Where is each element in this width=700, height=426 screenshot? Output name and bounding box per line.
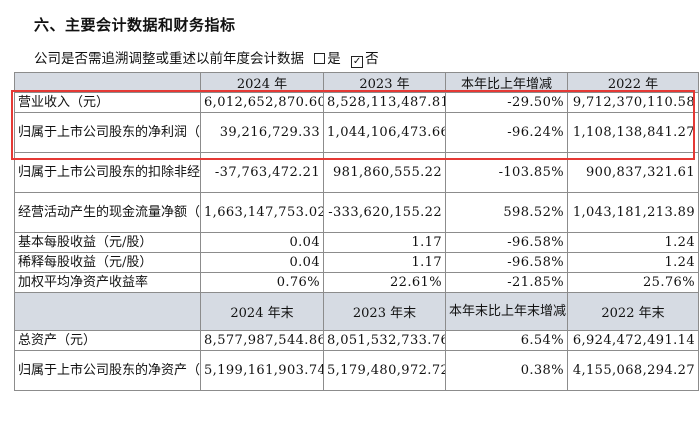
table-row: 营业收入（元） 6,012,652,870.60 8,528,113,487.8…: [14, 92, 699, 113]
header-cell: [14, 72, 201, 93]
value-cell: -37,763,472.21: [200, 152, 324, 193]
header-cell: 本年末比上年末增减: [445, 292, 568, 331]
table-header-row: 2024 年 2023 年 本年比上年增减 2022 年: [14, 72, 699, 93]
restatement-question: 公司是否需追溯调整或重述以前年度会计数据 是 ✓ 否: [34, 47, 379, 68]
row-label: 稀释每股收益（元/股）: [14, 252, 201, 273]
header-cell: [14, 292, 201, 331]
row-label: 经营活动产生的现金流量净额（元）: [14, 192, 201, 233]
header-cell: 2023 年末: [323, 292, 446, 331]
checkbox-unchecked-icon: [314, 53, 326, 64]
value-cell: 0.76%: [200, 272, 324, 293]
option-yes-label: 是: [327, 51, 341, 67]
value-cell: 1,663,147,753.02: [200, 192, 324, 233]
row-label: 总资产（元）: [14, 330, 201, 351]
question-text: 公司是否需追溯调整或重述以前年度会计数据: [34, 51, 304, 67]
value-cell: 1.24: [567, 232, 699, 253]
change-cell: -21.85%: [445, 272, 568, 293]
value-cell: 22.61%: [323, 272, 446, 293]
value-cell: 6,012,652,870.60: [200, 92, 324, 113]
value-cell: 5,199,161,903.74: [200, 350, 324, 391]
value-cell: 0.04: [200, 232, 324, 253]
value-cell: 1,108,138,841.27: [567, 112, 699, 153]
row-label: 基本每股收益（元/股）: [14, 232, 201, 253]
change-cell: -96.58%: [445, 232, 568, 253]
table-row: 经营活动产生的现金流量净额（元） 1,663,147,753.02 -333,6…: [14, 192, 699, 233]
value-cell: 6,924,472,491.14: [567, 330, 699, 351]
table-row: 加权平均净资产收益率 0.76% 22.61% -21.85% 25.76%: [14, 272, 699, 293]
header-cell: 本年比上年增减: [445, 72, 568, 93]
header-cell: 2024 年: [200, 72, 324, 93]
value-cell: 1.24: [567, 252, 699, 273]
row-label: 营业收入（元）: [14, 92, 201, 113]
value-cell: 1,043,181,213.89: [567, 192, 699, 233]
table-row: 归属于上市公司股东的扣除非经常性损益的净利润（元） -37,763,472.21…: [14, 152, 699, 193]
value-cell: 8,528,113,487.81: [323, 92, 446, 113]
value-cell: 1.17: [323, 252, 446, 273]
header-cell: 2024 年末: [200, 292, 324, 331]
option-no-label: 否: [365, 51, 379, 67]
value-cell: 25.76%: [567, 272, 699, 293]
financial-data-table: 2024 年 2023 年 本年比上年增减 2022 年 营业收入（元） 6,0…: [14, 72, 699, 391]
value-cell: 4,155,068,294.27: [567, 350, 699, 391]
table-row: 基本每股收益（元/股） 0.04 1.17 -96.58% 1.24: [14, 232, 699, 253]
value-cell: -333,620,155.22: [323, 192, 446, 233]
row-label: 加权平均净资产收益率: [14, 272, 201, 293]
value-cell: 900,837,321.61: [567, 152, 699, 193]
table-header-row: 2024 年末 2023 年末 本年末比上年末增减 2022 年末: [14, 292, 699, 331]
value-cell: 5,179,480,972.72: [323, 350, 446, 391]
value-cell: 9,712,370,110.58: [567, 92, 699, 113]
header-cell: 2022 年: [567, 72, 699, 93]
value-cell: 1,044,106,473.66: [323, 112, 446, 153]
table-row: 归属于上市公司股东的净资产（元） 5,199,161,903.74 5,179,…: [14, 350, 699, 391]
header-cell: 2023 年: [323, 72, 446, 93]
row-label: 归属于上市公司股东的净利润（元）: [14, 112, 201, 153]
row-label: 归属于上市公司股东的扣除非经常性损益的净利润（元）: [14, 152, 201, 193]
value-cell: 981,860,555.22: [323, 152, 446, 193]
table-row: 归属于上市公司股东的净利润（元） 39,216,729.33 1,044,106…: [14, 112, 699, 153]
change-cell: -29.50%: [445, 92, 568, 113]
table-row: 总资产（元） 8,577,987,544.86 8,051,532,733.76…: [14, 330, 699, 351]
value-cell: 39,216,729.33: [200, 112, 324, 153]
change-cell: -96.58%: [445, 252, 568, 273]
change-cell: 6.54%: [445, 330, 568, 351]
change-cell: -96.24%: [445, 112, 568, 153]
table-row: 稀释每股收益（元/股） 0.04 1.17 -96.58% 1.24: [14, 252, 699, 273]
header-cell: 2022 年末: [567, 292, 699, 331]
value-cell: 8,051,532,733.76: [323, 330, 446, 351]
value-cell: 8,577,987,544.86: [200, 330, 324, 351]
change-cell: 0.38%: [445, 350, 568, 391]
value-cell: 0.04: [200, 252, 324, 273]
checkbox-checked-icon: ✓: [351, 56, 364, 68]
change-cell: 598.52%: [445, 192, 568, 233]
section-title: 六、主要会计数据和财务指标: [34, 16, 236, 34]
row-label: 归属于上市公司股东的净资产（元）: [14, 350, 201, 391]
value-cell: 1.17: [323, 232, 446, 253]
change-cell: -103.85%: [445, 152, 568, 193]
